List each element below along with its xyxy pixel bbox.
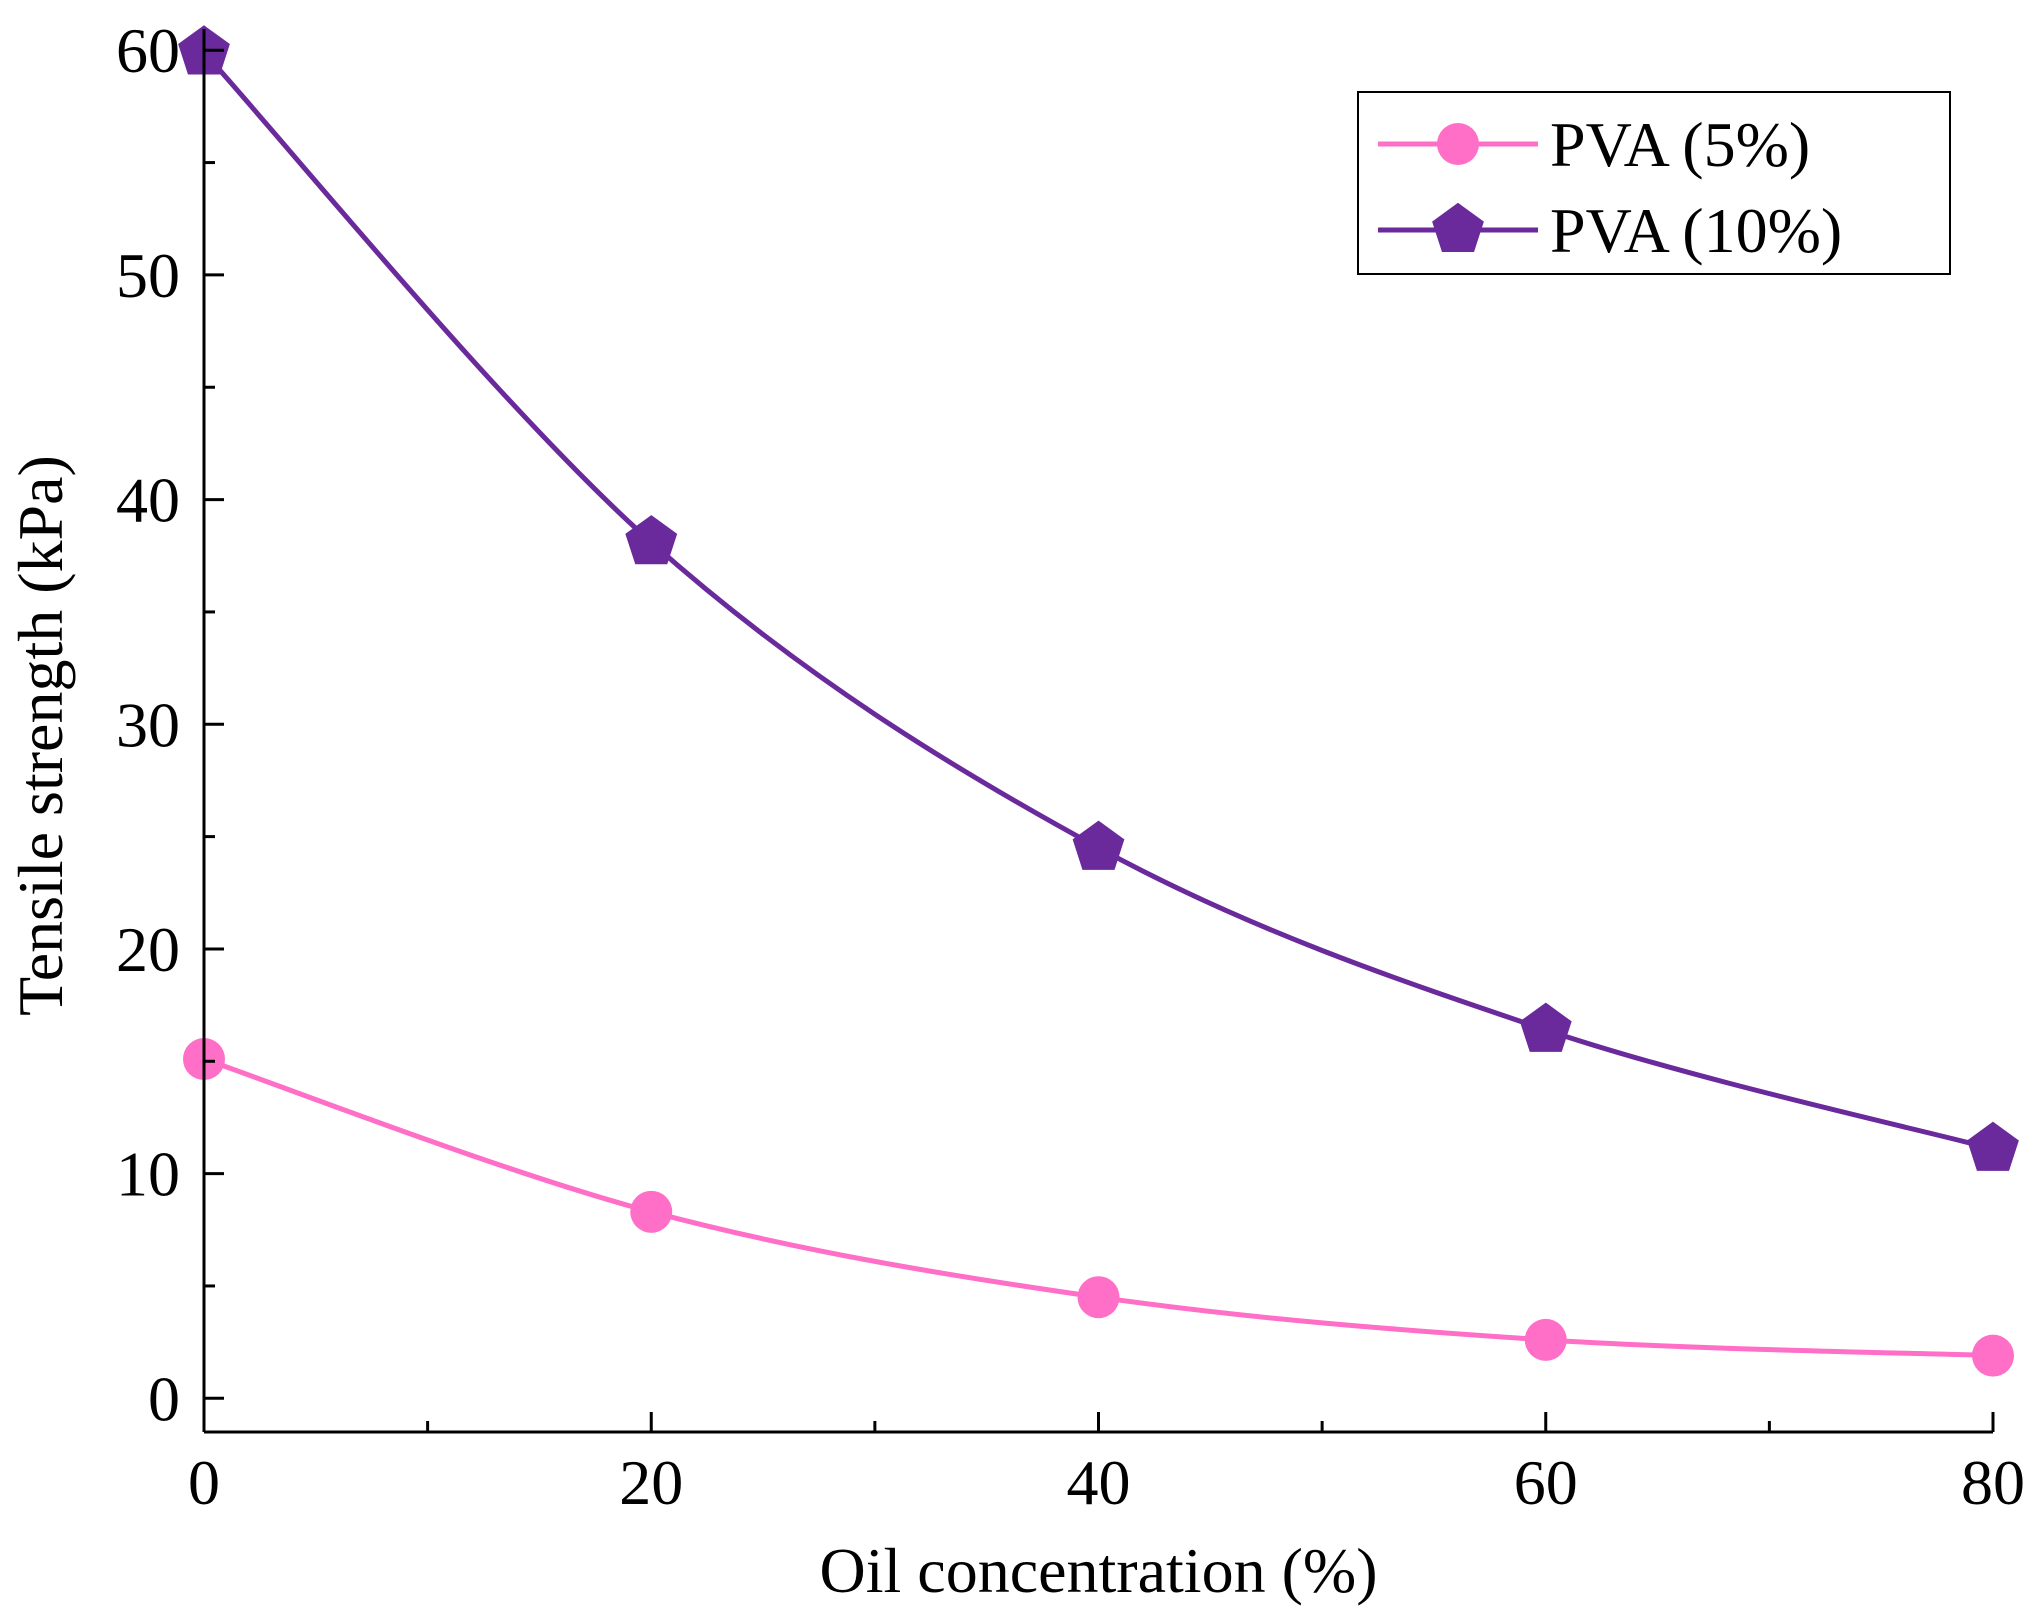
x-axis-title: Oil concentration (%) [820, 1535, 1378, 1606]
series-line-pva-10 [202, 50, 1994, 1152]
data-point-pva-10 [1967, 1121, 2019, 1171]
y-tick-label: 30 [116, 689, 180, 760]
y-axis-title: Tensile strength (kPa) [5, 455, 76, 1016]
data-point-pva-5 [1524, 1318, 1567, 1361]
data-point-pva-5 [630, 1190, 673, 1233]
legend-items: PVA (5%) PVA (10%) [1378, 109, 1842, 266]
legend-marker-pva-5 [1437, 123, 1479, 165]
y-tick-label: 60 [116, 15, 180, 86]
data-point-pva-5 [1972, 1334, 2014, 1377]
y-tick-label: 20 [116, 914, 180, 985]
data-point-pva-10 [625, 515, 678, 565]
y-tick-label: 0 [148, 1363, 180, 1434]
legend-marker-pva-10 [1432, 202, 1484, 252]
x-tick-label: 60 [1514, 1447, 1578, 1518]
data-point-pva-10 [1072, 820, 1125, 870]
legend: PVA (5%) PVA (10%) [1357, 91, 1951, 275]
legend-label-pva-5: PVA (5%) [1550, 109, 1810, 180]
legend-label-pva-10: PVA (10%) [1550, 195, 1842, 266]
x-tick-label: 0 [188, 1447, 220, 1518]
data-point-pva-10 [1519, 1002, 1572, 1052]
y-tick-label: 10 [116, 1139, 180, 1210]
x-tick-label: 40 [1067, 1447, 1131, 1518]
x-tick-label: 80 [1961, 1447, 2025, 1518]
y-tick-label: 50 [116, 240, 180, 311]
data-point-pva-5 [1077, 1276, 1120, 1319]
y-tick-label: 40 [116, 465, 180, 536]
ticks-layer: 0 20 40 60 80 0 10 20 30 40 50 60 [116, 15, 2025, 1518]
x-tick-label: 20 [619, 1447, 683, 1518]
